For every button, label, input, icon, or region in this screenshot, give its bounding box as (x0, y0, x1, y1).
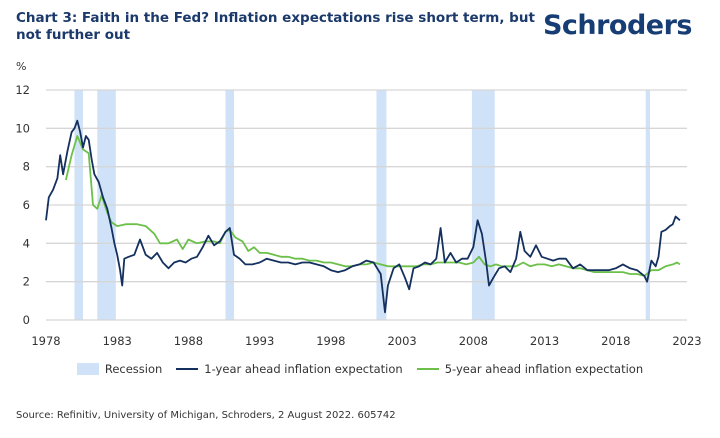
y-tick-label: 2 (23, 275, 30, 289)
y-tick-label: 10 (15, 121, 30, 135)
legend: Recession 1-year ahead inflation expecta… (0, 362, 720, 376)
legend-item-1-year: 1-year ahead inflation expectation (176, 362, 403, 376)
x-tick-label: 1978 (31, 334, 60, 348)
x-tick-label: 2003 (387, 334, 416, 348)
y-tick-label: 0 (23, 313, 30, 327)
series-line-5-year (65, 135, 681, 277)
y-tick-label: 8 (23, 160, 30, 174)
y-tick-label: 4 (23, 236, 30, 250)
schroders-logo: Schroders (542, 10, 693, 41)
legend-item-recession: Recession (76, 362, 163, 376)
1-year-swatch (176, 368, 199, 370)
y-tick-label: 12 (15, 83, 30, 97)
gridlines (46, 89, 687, 321)
x-tick-label: 1993 (245, 334, 274, 348)
y-axis-unit-label: % (16, 60, 27, 73)
chart-title: Chart 3: Faith in the Fed? Inflation exp… (16, 10, 535, 43)
series-line-1-year (45, 119, 681, 314)
5-year-swatch (416, 368, 439, 370)
recession-swatch (76, 363, 99, 375)
x-tick-label: 2023 (672, 334, 701, 348)
y-tick-label: 6 (23, 198, 30, 212)
x-tick-label: 2013 (530, 334, 559, 348)
legend-label: 1-year ahead inflation expectation (204, 362, 403, 376)
legend-item-5-year: 5-year ahead inflation expectation (416, 362, 644, 376)
legend-label: 5-year ahead inflation expectation (444, 362, 644, 376)
x-tick-label: 2018 (601, 334, 630, 348)
series-lines (45, 119, 681, 314)
x-axis-ticks: 1978 1983 1988 1993 1998 2003 2008 2013 2018 2023 (31, 334, 701, 348)
legend-label: Recession (104, 362, 163, 376)
source-note: Source: Refinitiv, University of Michiga… (16, 410, 396, 421)
x-tick-label: 1988 (174, 334, 203, 348)
x-tick-label: 1983 (103, 334, 132, 348)
x-tick-label: 1998 (316, 334, 345, 348)
chart-plot: 0 2 4 6 8 10 12 1978 1983 1988 1993 1998 2003 2008 20… (15, 83, 701, 348)
x-tick-label: 2008 (459, 334, 488, 348)
y-axis-ticks: 0 2 4 6 8 10 12 (15, 83, 30, 327)
